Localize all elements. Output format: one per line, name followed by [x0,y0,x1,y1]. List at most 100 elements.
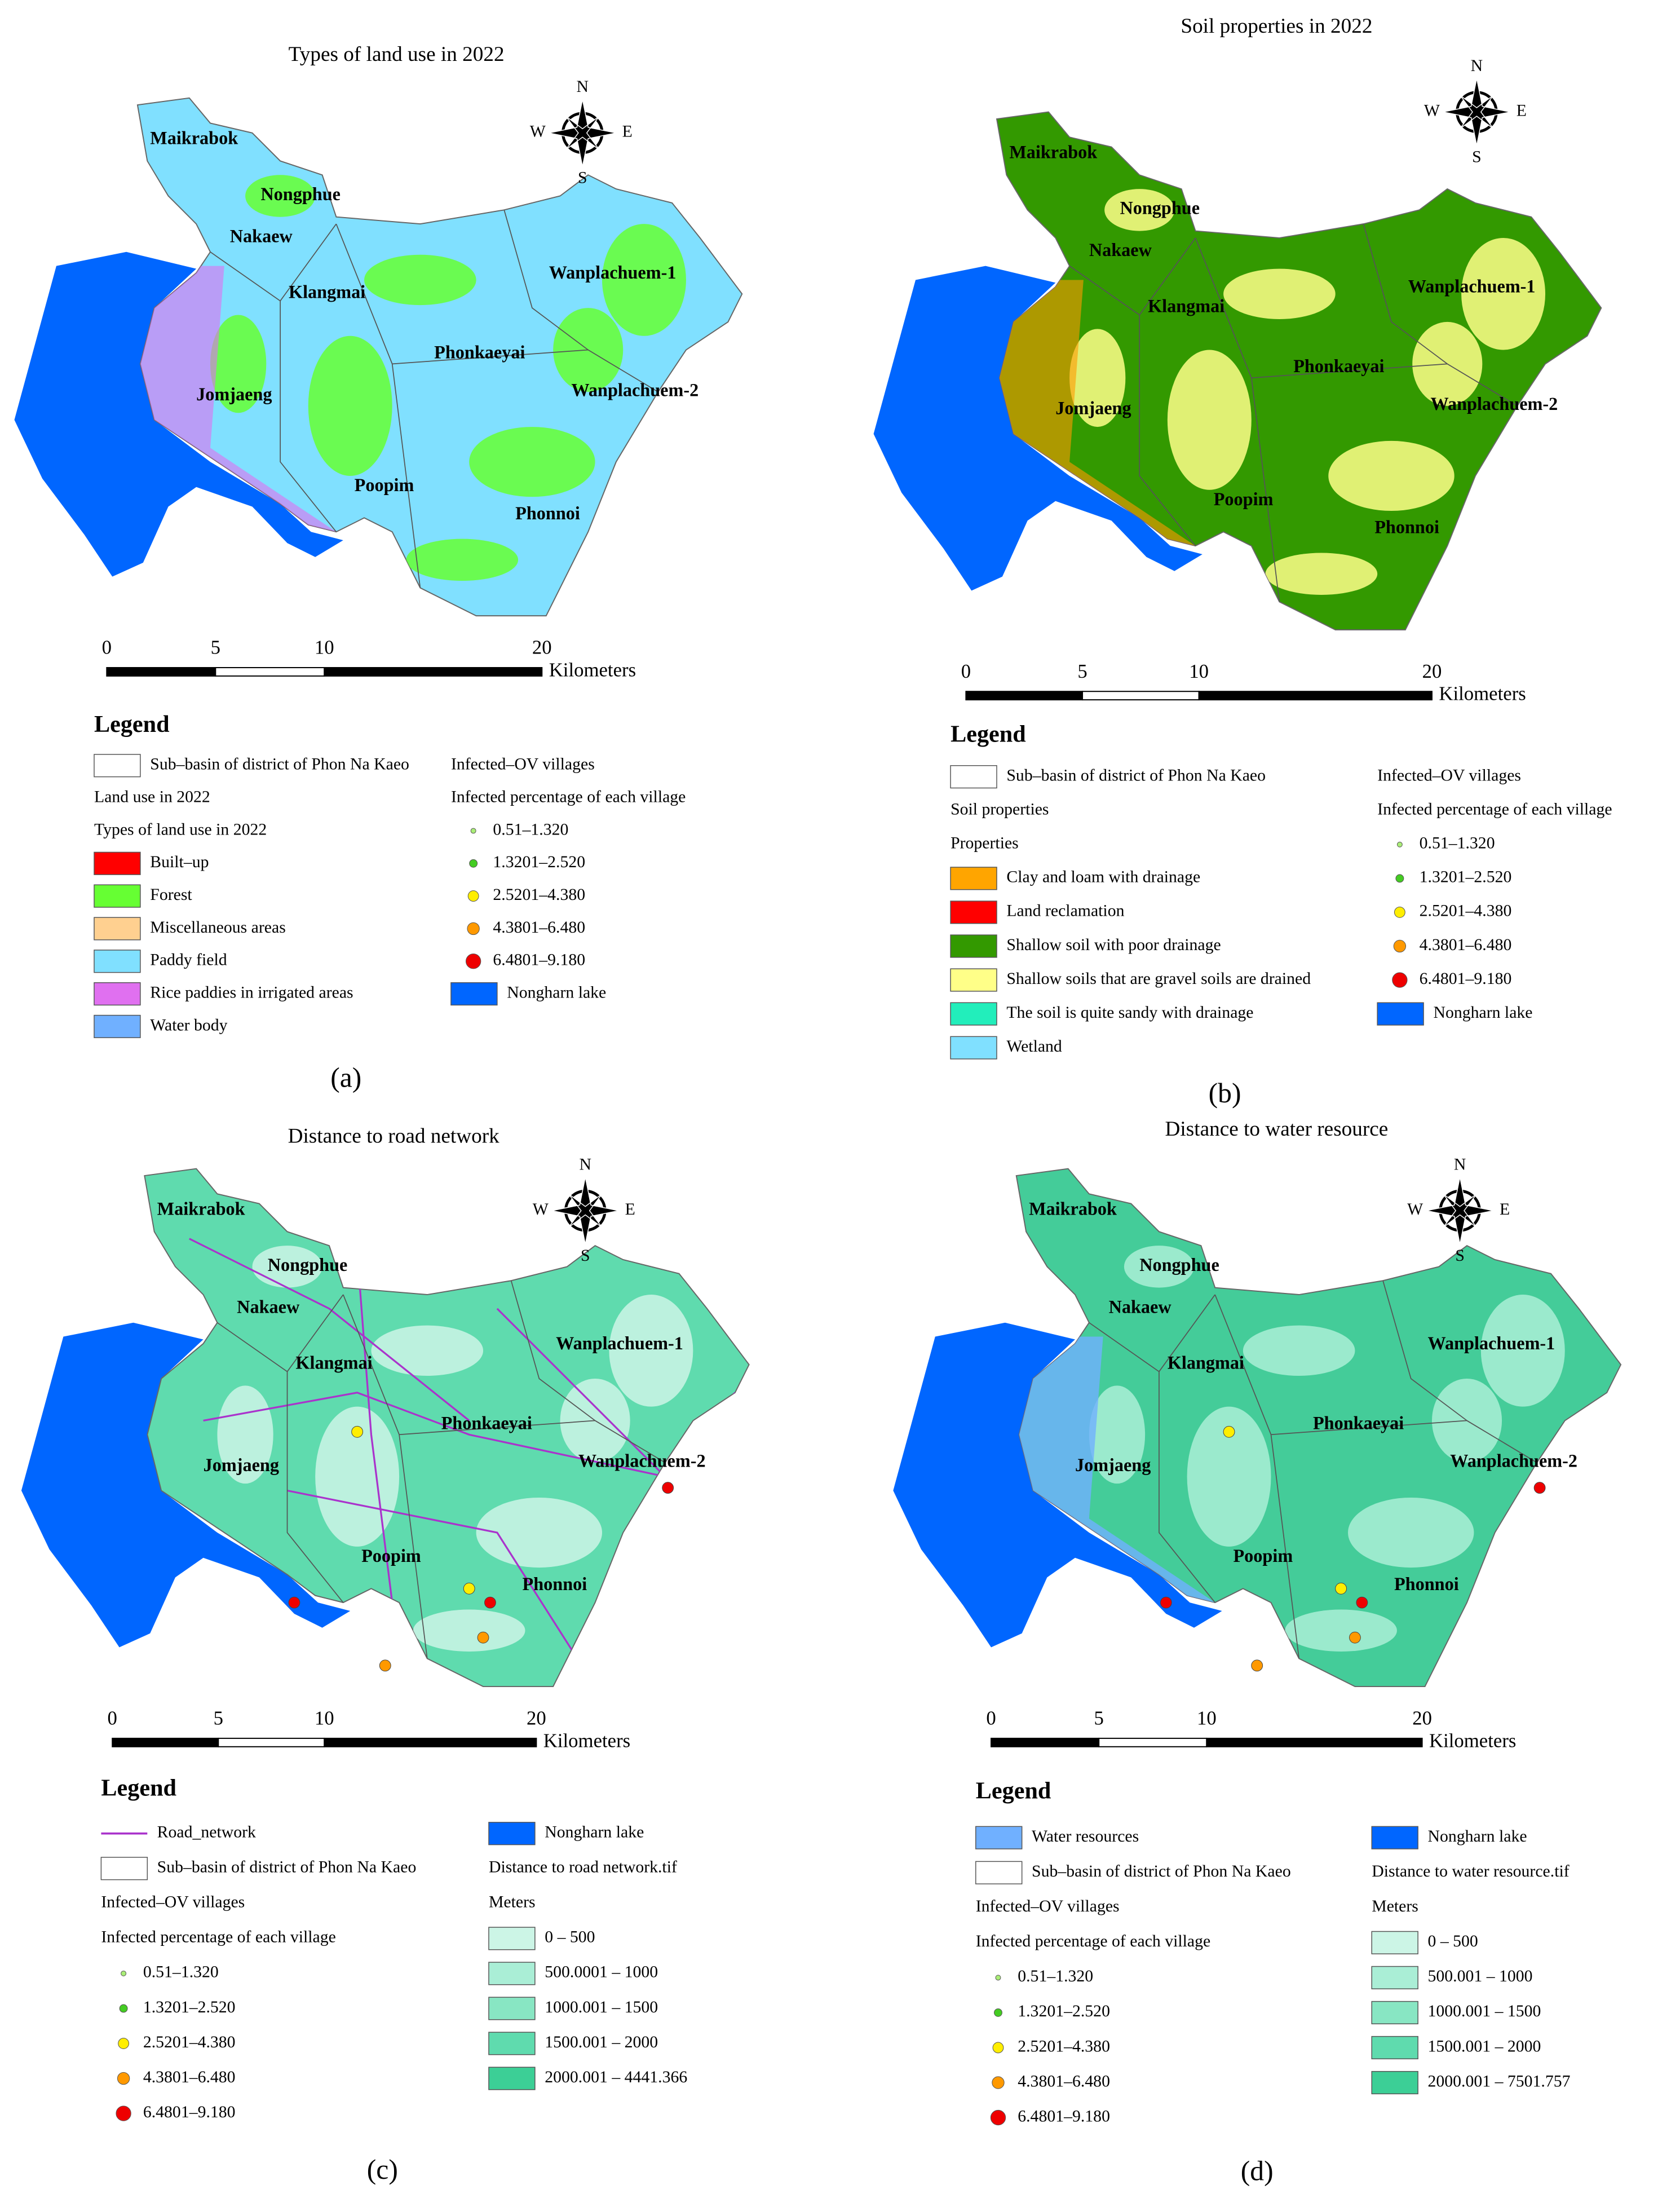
map-fill [999,189,1546,602]
legend-dot [469,859,478,868]
legend-swatch [488,1997,536,2020]
legend-dot [992,2076,1005,2089]
scale-segment [1098,1737,1208,1747]
sub-basin-boundary [1382,1280,1467,1421]
legend-label: 1.3201–2.520 [1018,2002,1110,2020]
legend-label: Shallow soil with poor drainage [1006,935,1221,954]
place-label: Wanplachuem-1 [1408,276,1536,297]
panel-caption: (c) [367,2154,398,2185]
scale-tick: 10 [315,637,334,659]
legend-label: 4.3801–6.480 [1018,2072,1110,2090]
legend-swatch [94,1014,141,1039]
legend-label: 0.51–1.320 [493,820,568,838]
place-label: Maikrabok [150,128,238,148]
scale-segment [965,691,1084,701]
legend-label: 2000.001 – 7501.757 [1428,2072,1571,2090]
legend-dot [121,1970,127,1976]
legend-label: Properties [950,834,1019,853]
panel-caption: (d) [1241,2155,1274,2186]
compass-star [551,1177,619,1244]
legend-swatch [488,1822,536,1846]
place-label: Nakaew [237,1296,300,1317]
sub-basin-boundary [1363,223,1448,365]
legend-dot [117,2072,130,2085]
legend-swatch [950,867,997,890]
zone [1285,1609,1397,1652]
zone [1348,1497,1474,1568]
place-label: Poopim [361,1546,421,1566]
legend-label: Infected percentage of each village [976,1932,1210,1950]
legend-swatch [950,765,997,789]
legend-label: 500.001 – 1000 [1428,1967,1533,1985]
map: Maikrabok Nongphue Nakaew Klangmai Wanplachu… [14,97,743,617]
village [1251,1659,1263,1672]
scale-tick: 20 [1412,1707,1432,1729]
zone [1167,350,1252,490]
legend-swatch [94,950,141,973]
place-label: Phonnoi [1374,517,1439,537]
legend-swatch [950,934,997,958]
legend-swatch [94,851,141,875]
scale-tick: 5 [1094,1707,1104,1729]
zone [315,1406,400,1547]
compass-letter: E [1517,101,1527,120]
place-label: Phonnoi [1394,1574,1459,1594]
compass: N E S W [530,77,633,187]
panel-title: Types of land use in 2022 [289,43,505,66]
scale-tick: 10 [1197,1707,1217,1729]
legend-swatch [975,1826,1023,1849]
legend-swatch [94,917,141,941]
scale-tick: 10 [1189,660,1209,682]
scale-segment [324,667,543,677]
legend-swatch [1371,1826,1418,1849]
place-label: Poopim [355,475,414,495]
scale-segment [1206,1737,1423,1747]
village [477,1631,489,1644]
legend-heading: Legend [101,1774,176,1801]
scale-segment [215,667,325,677]
scale-segment [112,1737,219,1747]
compass-letter: S [1455,1246,1465,1265]
place-label: Maikrabok [1029,1199,1117,1219]
scale-tick: 20 [527,1707,546,1729]
legend-label: Land use in 2022 [94,787,210,806]
place-label: Wanplachuem-1 [1428,1333,1555,1353]
village [463,1582,475,1595]
legend-label: Types of land use in 2022 [94,820,267,838]
legend-label: 0.51–1.320 [143,1963,219,1981]
zone [1104,189,1175,231]
legend-label: 1500.001 – 2000 [545,2033,658,2051]
zone [1480,1295,1565,1407]
scale-tick: 5 [211,637,220,659]
legend-label: 1000.001 – 1500 [545,1998,658,2016]
place-label: Phonkaeyai [1313,1412,1404,1433]
legend-dot [116,2105,131,2121]
zone [245,175,316,217]
panel-caption: (a) [330,1062,361,1093]
road [287,1489,596,1687]
legend-label: 4.3801–6.480 [143,2068,236,2086]
legend-dot [1392,972,1408,988]
scale-tick: 10 [315,1707,334,1729]
sub-basin-boundary [503,210,589,351]
legend-swatch [1371,1966,1418,1989]
legend-label: 4.3801–6.480 [493,918,585,937]
legend-label: Forest [150,885,192,904]
village [1349,1631,1361,1644]
sub-basin-boundary [286,1371,344,1603]
legend-label: 1500.001 – 2000 [1428,2037,1541,2055]
road [189,1238,470,1421]
zone [252,1246,322,1288]
legend-swatch [94,754,141,778]
legend-heading: Legend [950,721,1026,747]
place-label: Wanplachuem-2 [1450,1450,1577,1471]
legend-label: 6.4801–9.180 [143,2103,236,2121]
legend-swatch [94,982,141,1006]
legend-label: Land reclamation [1006,902,1124,920]
village [288,1596,300,1609]
compass-letter: S [1472,147,1482,166]
compass-letter: S [578,169,587,187]
village [1223,1425,1235,1438]
legend-label: Road_network [157,1823,256,1842]
